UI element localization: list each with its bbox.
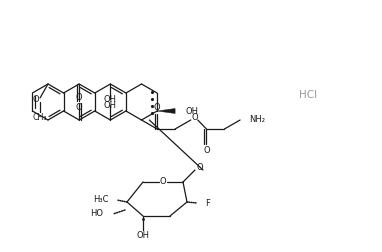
Text: O: O	[76, 103, 83, 111]
Text: NH₂: NH₂	[249, 115, 265, 124]
Text: OH: OH	[104, 101, 117, 110]
Text: O: O	[191, 113, 198, 122]
Text: O: O	[76, 92, 83, 102]
Text: OH: OH	[185, 107, 198, 115]
Text: F: F	[205, 199, 210, 207]
Text: HCl: HCl	[299, 90, 317, 100]
Text: O: O	[154, 103, 160, 112]
Text: O: O	[197, 164, 203, 173]
Text: O: O	[160, 176, 166, 185]
Text: OH: OH	[136, 232, 149, 240]
Text: HO: HO	[90, 209, 103, 218]
Polygon shape	[157, 109, 175, 113]
Text: H₃C: H₃C	[94, 196, 109, 205]
Text: CH₃: CH₃	[33, 112, 47, 121]
Text: OH: OH	[104, 94, 117, 104]
Text: O: O	[203, 146, 210, 155]
Text: O: O	[33, 94, 39, 104]
